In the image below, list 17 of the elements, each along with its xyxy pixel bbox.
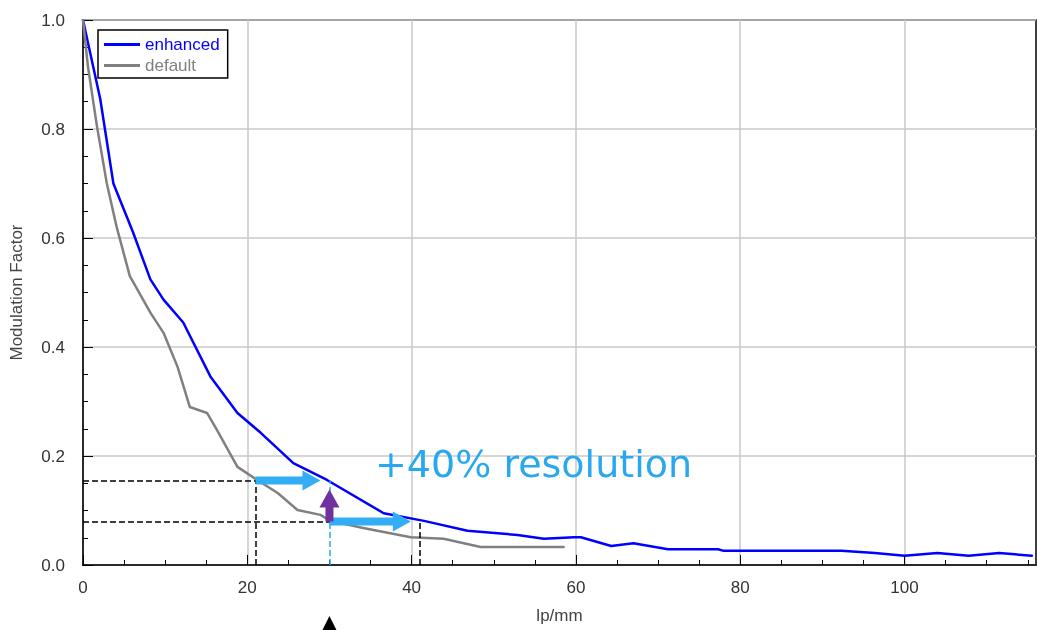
x-tick-label: 40 [402,578,422,597]
y-tick-label: 0.2 [41,446,65,466]
y-tick-label: 0.8 [41,119,65,139]
annotation: +40% resolution [375,442,693,486]
x-tick-label: 0 [78,578,88,597]
y-tick-label: 0.6 [41,228,65,248]
y-tick-label: 0.4 [41,337,65,357]
x-tick-label: 60 [566,578,586,597]
y-axis-title: Modulation Factor [7,224,26,361]
x-tick-label: 20 [237,578,257,597]
x-tick-label: 100 [890,578,919,597]
x-axis-title: lp/mm [536,606,583,625]
y-tick-label: 1.0 [41,10,65,30]
legend-label: default [145,56,197,75]
legend-label: enhanced [145,35,220,54]
x-tick-label: 80 [730,578,750,597]
y-tick-label: 0.0 [41,555,65,575]
